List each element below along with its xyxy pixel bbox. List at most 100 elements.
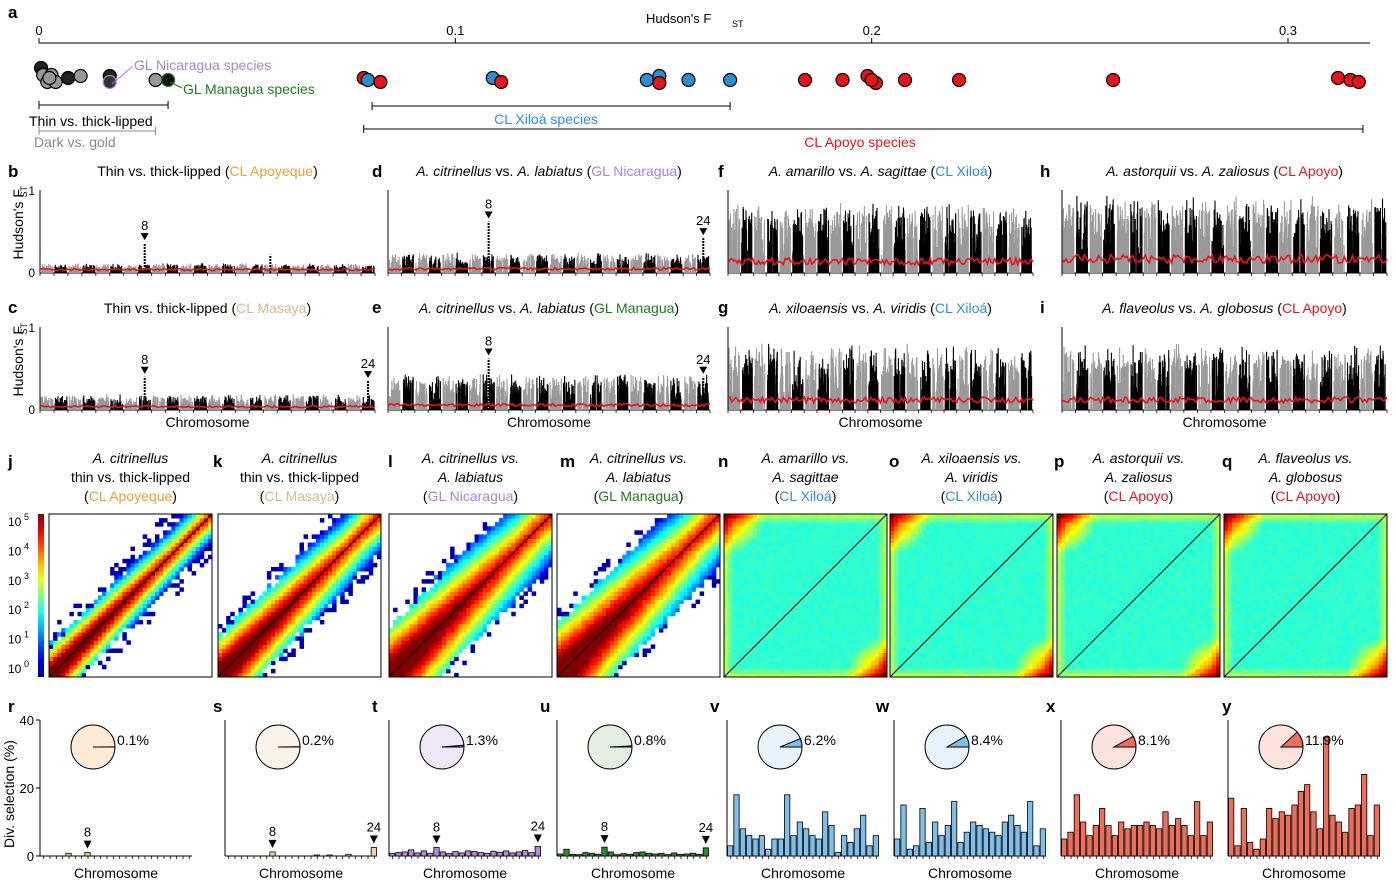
selection-bar bbox=[758, 835, 765, 857]
manhattan-chromosome bbox=[428, 255, 441, 273]
panel-letter-i: i bbox=[1040, 298, 1045, 317]
manhattan-xlabel: Chromosome bbox=[507, 414, 591, 430]
heatmap-title-line2: thin vs. thick-lipped bbox=[71, 469, 190, 485]
selection-bar bbox=[345, 853, 352, 857]
selection-bar bbox=[696, 853, 703, 857]
panel-letter-k: k bbox=[213, 452, 223, 471]
manhattan-chromosome bbox=[804, 208, 817, 273]
selection-bar bbox=[1266, 808, 1273, 857]
selection-bar bbox=[1194, 801, 1201, 857]
heatmap-title-line1: A. citrinellus vs. bbox=[589, 450, 687, 466]
manhattan-chromosome bbox=[1265, 205, 1279, 273]
scatter-point bbox=[1351, 74, 1366, 90]
selection-pie-label: 0.8% bbox=[634, 732, 666, 748]
selection-panel-w: Chromosome 8.4% bbox=[893, 720, 1046, 881]
colorbar-tick-label: 10 bbox=[8, 662, 22, 676]
selection-bar bbox=[1092, 825, 1099, 857]
manhattan-chromosome bbox=[683, 376, 697, 410]
selection-bar bbox=[894, 838, 901, 857]
heatmap-panel-n: A. amarillo vs. A. sagittae (CL Xiloá) bbox=[723, 450, 888, 678]
selection-bar bbox=[1335, 821, 1342, 857]
selection-bar bbox=[1033, 845, 1040, 857]
heatmap-title-line1: A. citrinellus bbox=[92, 450, 168, 466]
manhattan-chromosome bbox=[995, 211, 1008, 273]
manhattan-chromosome bbox=[616, 254, 629, 273]
selection-bar bbox=[677, 853, 684, 857]
selection-bar bbox=[970, 821, 977, 857]
selection-arrow bbox=[600, 835, 609, 844]
scatter-point bbox=[360, 72, 376, 88]
selection-bar bbox=[906, 848, 913, 857]
selection-bar bbox=[834, 852, 841, 857]
selection-bar bbox=[1247, 842, 1254, 857]
manhattan-chromosome bbox=[96, 263, 110, 273]
selection-bar bbox=[1228, 797, 1235, 857]
selection-bar bbox=[1361, 774, 1368, 857]
heatmap-title-line1: A. amarillo vs. bbox=[761, 450, 850, 466]
manhattan-title-b: Thin vs. thick-lipped (CL Apoyeque) bbox=[97, 163, 318, 179]
selection-bar bbox=[765, 848, 772, 857]
heatmap-title-line3: (CL Xiloá) bbox=[775, 488, 837, 504]
manhattan-chromosome bbox=[1089, 352, 1103, 410]
selection-arrow-label: 24 bbox=[531, 818, 545, 833]
selection-bar bbox=[777, 838, 784, 857]
selection-pie-label: 0.2% bbox=[302, 732, 334, 748]
colorbar bbox=[38, 514, 44, 677]
heatmap-title-line1: A. flaveolus vs. bbox=[1257, 450, 1352, 466]
selection-pie-label: 1.3% bbox=[466, 732, 498, 748]
scatter-point bbox=[639, 72, 654, 88]
selection-xlabel: Chromosome bbox=[259, 865, 343, 881]
selection-xlabel: Chromosome bbox=[423, 865, 507, 881]
manhattan-chromosome bbox=[1184, 197, 1197, 273]
selection-bar bbox=[1149, 825, 1156, 857]
manhattan-chromosome bbox=[124, 397, 138, 410]
manhattan-chromosome bbox=[792, 209, 804, 273]
colorbar-tick-exp: 1 bbox=[24, 630, 29, 640]
selection-bar bbox=[433, 847, 440, 857]
manhattan-fst-line bbox=[387, 402, 711, 408]
selection-bar bbox=[458, 852, 465, 857]
selection-bar bbox=[944, 825, 951, 857]
selection-bar bbox=[913, 845, 920, 857]
heatmap-title-line2: A. zaliosus bbox=[1104, 469, 1173, 485]
manhattan-peak-label: 8 bbox=[485, 197, 492, 212]
manhattan-chromosome bbox=[402, 254, 414, 273]
selection-pie-slice bbox=[779, 737, 803, 748]
manhattan-chromosome bbox=[1292, 353, 1306, 410]
manhattan-chromosome bbox=[630, 254, 643, 273]
selection-bar bbox=[1156, 828, 1163, 857]
manhattan-chromosome bbox=[855, 206, 867, 273]
manhattan-chromosome bbox=[306, 263, 319, 273]
selection-bar bbox=[925, 842, 932, 857]
scatter-point bbox=[652, 75, 667, 91]
selection-bar bbox=[1259, 838, 1266, 857]
selection-bar bbox=[1278, 811, 1285, 857]
panel-letter-t: t bbox=[372, 697, 378, 716]
selection-xlabel: Chromosome bbox=[928, 865, 1012, 881]
selection-bar bbox=[1272, 818, 1279, 857]
selection-bar bbox=[639, 851, 646, 857]
selection-bar bbox=[860, 814, 867, 857]
heatmap-frame bbox=[889, 513, 1054, 678]
selection-bar bbox=[1162, 811, 1169, 857]
manhattan-chromosome bbox=[589, 253, 603, 273]
manhattan-chromosome bbox=[1225, 196, 1238, 273]
manhattan-chromosome bbox=[1008, 356, 1020, 410]
heatmap-title-line2: A. labiatus bbox=[605, 469, 671, 485]
manhattan-chromosome bbox=[920, 350, 931, 410]
heatmap-cells bbox=[890, 514, 1054, 678]
heatmap-diagonal bbox=[48, 513, 213, 678]
selection-panel-x: Chromosome 8.1% bbox=[1060, 720, 1213, 881]
axis-a-tick-label: 0.1 bbox=[446, 23, 464, 38]
selection-bar bbox=[841, 835, 848, 857]
scatter-point bbox=[102, 74, 117, 90]
selection-bar bbox=[534, 846, 541, 857]
selection-bar bbox=[866, 845, 873, 857]
manhattan-title-e: A. citrinellus vs. A. labiatus (GL Manag… bbox=[418, 300, 679, 316]
selection-bar bbox=[1130, 825, 1137, 857]
selection-bar bbox=[809, 835, 816, 857]
selection-bar bbox=[607, 851, 614, 857]
selection-pie-label: 8.4% bbox=[971, 732, 1003, 748]
selection-bar bbox=[847, 842, 854, 857]
panel-letter-b: b bbox=[8, 162, 18, 181]
